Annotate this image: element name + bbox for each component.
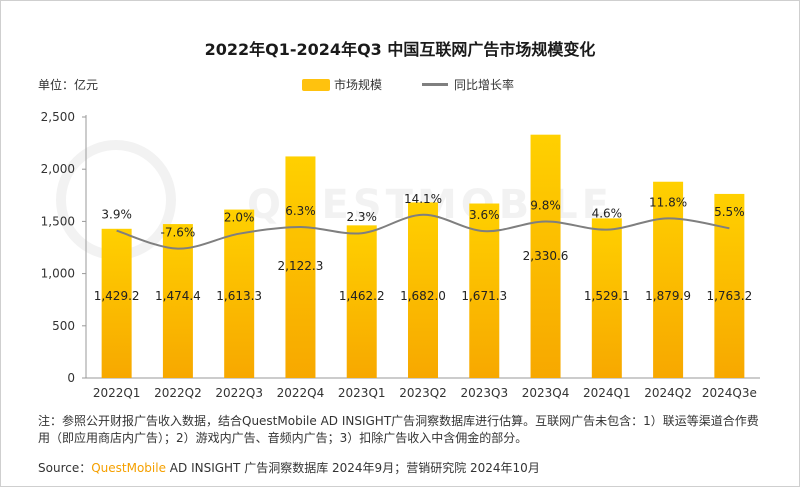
y-tick-label: 2,500 [41,110,75,124]
growth-label: 11.8% [649,195,687,209]
bar-value-label: 2,330.6 [523,249,569,263]
y-tick-label: 0 [67,371,75,385]
bar-value-label: 2,122.3 [278,259,324,273]
source-brand: QuestMobile [91,461,166,475]
bar [653,181,684,378]
growth-label: 3.6% [469,208,500,222]
bar-value-label: 1,682.0 [400,289,446,303]
growth-label: 3.9% [101,208,132,222]
x-tick-label: 2022Q4 [277,386,325,400]
x-tick-label: 2022Q1 [93,386,141,400]
x-tick-label: 2022Q3 [215,386,263,400]
legend-line-swatch [422,83,449,86]
x-tick-label: 2024Q3e [702,386,757,400]
bar [346,225,377,378]
bar [714,193,745,378]
legend-line-label: 同比增长率 [454,78,515,92]
growth-label: 6.3% [285,204,316,218]
unit-label: 单位：亿元 [38,78,99,92]
y-tick-label: 500 [52,319,75,333]
source-prefix: Source： [38,461,92,475]
growth-line [116,213,730,250]
x-tick-label: 2024Q2 [644,386,692,400]
x-tick-label: 2023Q4 [522,386,570,400]
bar [162,224,193,378]
x-tick-label: 2024Q1 [583,386,631,400]
chart-title: 2022年Q1-2024年Q3 中国互联网广告市场规模变化 [204,40,596,59]
bar [224,209,255,378]
legend-bar-label: 市场规模 [334,78,383,92]
source-line: Source：QuestMobile AD INSIGHT 广告洞察数据库 20… [38,459,540,476]
growth-label: 2.0% [224,211,255,225]
bar [591,218,622,378]
growth-label: 14.1% [404,192,442,206]
growth-label: 4.6% [592,207,623,221]
growth-label: 9.8% [530,199,561,213]
bar-value-label: 1,763.2 [706,289,752,303]
bar-value-label: 1,671.3 [461,289,507,303]
bar-value-label: 1,462.2 [339,289,385,303]
bar [530,134,561,378]
x-tick-label: 2023Q1 [338,386,386,400]
bar-value-label: 1,474.4 [155,289,201,303]
bar-value-label: 1,529.1 [584,289,630,303]
growth-label: -7.6% [160,226,195,240]
bar [285,156,316,378]
growth-label: 2.3% [346,210,377,224]
bar [101,228,132,378]
x-tick-label: 2023Q3 [460,386,508,400]
source-text: AD INSIGHT 广告洞察数据库 2024年9月；营销研究院 2024年10… [165,461,540,475]
growth-label: 5.5% [714,205,745,219]
bar-value-label: 1,613.3 [216,289,262,303]
x-tick-label: 2023Q2 [399,386,447,400]
bar [469,203,500,378]
bar-value-label: 1,879.9 [645,289,691,303]
y-tick-label: 1,500 [41,214,75,228]
y-tick-label: 2,000 [41,162,75,176]
bar-value-label: 1,429.2 [94,289,140,303]
footnote: 注：参照公开财报广告收入数据，结合QuestMobile AD INSIGHT广… [38,414,759,445]
y-tick-label: 1,000 [41,267,75,281]
x-tick-label: 2022Q2 [154,386,202,400]
legend: 市场规模 同比增长率 [302,76,514,93]
legend-bar-swatch [302,78,330,91]
bar [408,202,438,378]
